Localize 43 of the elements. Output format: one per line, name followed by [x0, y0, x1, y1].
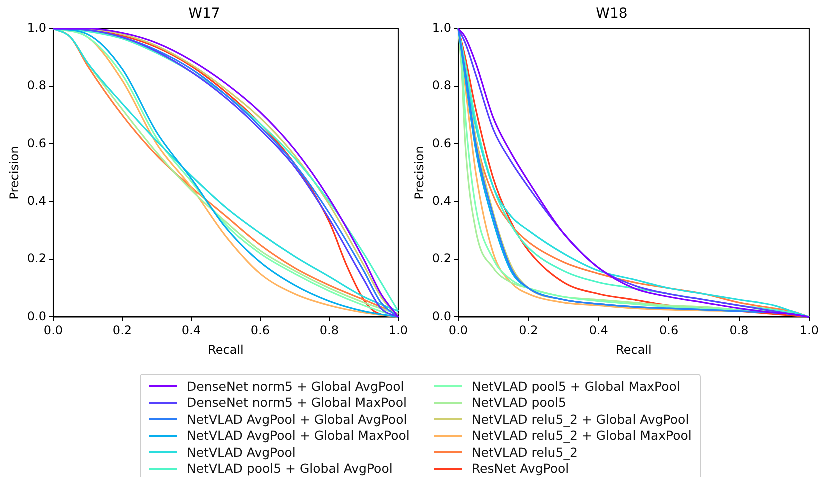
- x-tick-label: 1.0: [800, 324, 820, 338]
- y-tick-label: 1.0: [432, 20, 452, 35]
- x-axis-title: Recall: [208, 342, 244, 357]
- y-tick-label: 0.0: [432, 309, 452, 324]
- y-tick-label: 0.2: [432, 252, 452, 266]
- y-tick-label: 1.0: [27, 20, 46, 35]
- x-tick-label: 0.4: [589, 324, 608, 338]
- x-tick-label: 0.8: [320, 324, 340, 338]
- legend-label: DenseNet norm5 + Global MaxPool: [187, 395, 407, 410]
- legend-label: NetVLAD pool5: [472, 395, 566, 410]
- y-tick-label: 0.8: [27, 78, 46, 93]
- x-tick-label: 0.0: [44, 324, 64, 338]
- legend-label: NetVLAD AvgPool + Global AvgPool: [187, 412, 408, 427]
- line-series: [458, 28, 810, 318]
- y-tick-label: 0.4: [432, 194, 452, 208]
- x-axis-title: Recall: [616, 342, 652, 357]
- chart-title: W17: [188, 6, 220, 22]
- x-tick-label: 0.2: [112, 324, 132, 338]
- y-tick-label: 0.4: [27, 194, 46, 208]
- legend-label: NetVLAD pool5 + Global MaxPool: [472, 378, 680, 394]
- legend-label: NetVLAD pool5 + Global AvgPool: [187, 461, 393, 476]
- legend-label: NetVLAD relu5_2 + Global MaxPool: [472, 428, 692, 444]
- legend-label: NetVLAD AvgPool + Global MaxPool: [187, 428, 410, 444]
- x-tick-label: 0.6: [250, 324, 270, 338]
- y-axis-title: Precision: [7, 146, 22, 200]
- y-tick-label: 0.6: [27, 136, 46, 150]
- y-axis-title: Precision: [412, 146, 426, 200]
- y-tick-label: 0.2: [27, 252, 46, 266]
- y-tick-label: 0.0: [27, 309, 46, 324]
- x-tick-label: 0.4: [182, 324, 202, 338]
- legend-label: NetVLAD AvgPool: [187, 444, 296, 460]
- chart-title: W18: [596, 6, 628, 22]
- legend-label: ResNet AvgPool: [472, 461, 570, 476]
- x-tick-label: 0.8: [730, 324, 749, 338]
- y-tick-label: 0.8: [432, 78, 452, 93]
- x-tick-label: 0.6: [660, 324, 679, 338]
- x-tick-label: 0.0: [448, 324, 468, 338]
- legend-label: NetVLAD relu5_2: [472, 444, 578, 460]
- y-tick-label: 0.6: [432, 136, 452, 150]
- x-tick-label: 0.2: [519, 324, 538, 338]
- legend-label: DenseNet norm5 + Global AvgPool: [187, 378, 404, 394]
- legend-label: NetVLAD relu5_2 + Global AvgPool: [472, 412, 690, 427]
- x-tick-label: 1.0: [388, 324, 408, 338]
